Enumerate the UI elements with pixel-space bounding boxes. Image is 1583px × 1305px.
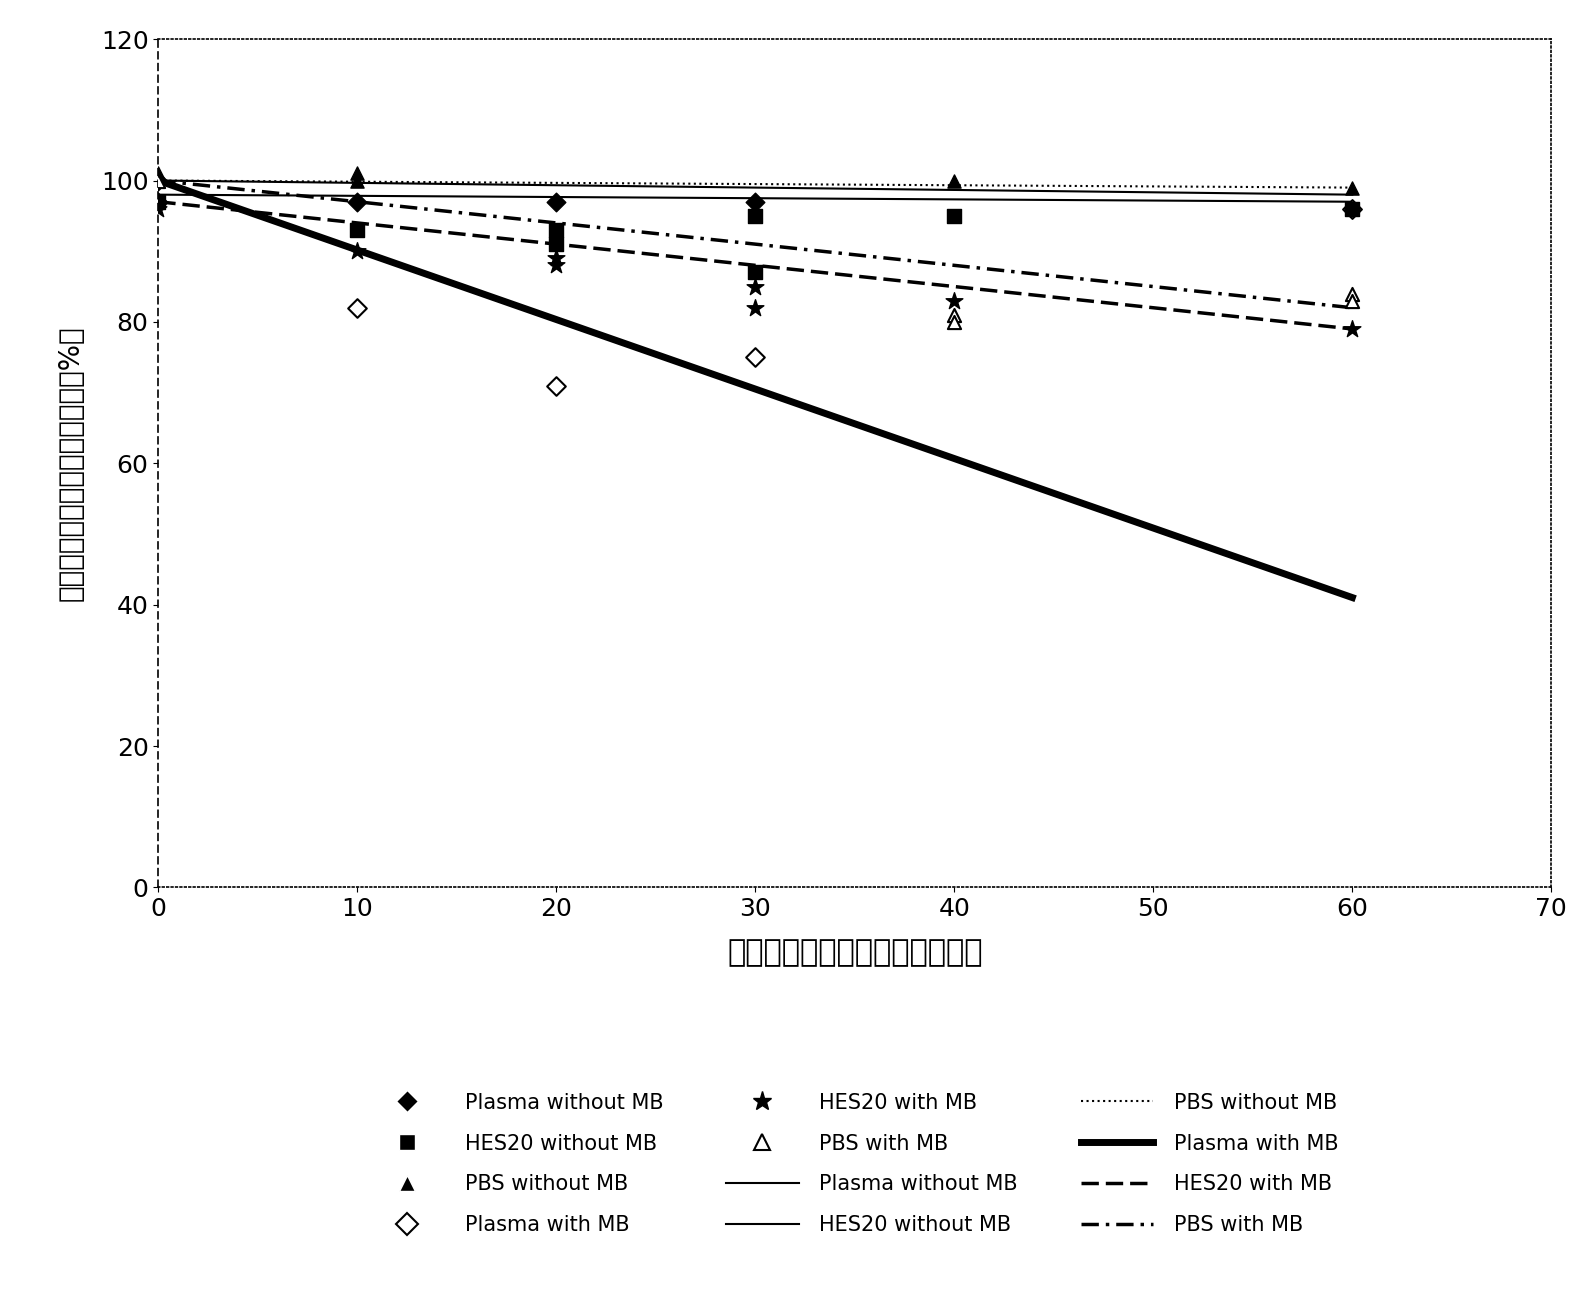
Point — [942, 205, 967, 226]
Point — [1339, 283, 1365, 304]
Point — [1339, 198, 1365, 219]
X-axis label: 亚甲蓝光化学灬活时间（分钟）: 亚甲蓝光化学灬活时间（分钟） — [727, 938, 983, 967]
Point — [942, 312, 967, 333]
Point — [543, 248, 568, 269]
Point — [345, 219, 370, 240]
Point — [742, 298, 768, 318]
Point — [543, 192, 568, 213]
Point — [543, 219, 568, 240]
Point — [543, 254, 568, 275]
Point — [345, 298, 370, 318]
Point — [942, 290, 967, 311]
Y-axis label: 灬活前后病毒载量对数百分比（%）: 灬活前后病毒载量对数百分比（%） — [55, 325, 84, 602]
Point — [1339, 290, 1365, 311]
Legend: Plasma without MB, HES20 without MB, PBS without MB, Plasma with MB, HES20 with : Plasma without MB, HES20 without MB, PBS… — [363, 1084, 1347, 1244]
Point — [543, 234, 568, 254]
Point — [742, 192, 768, 213]
Point — [1339, 177, 1365, 198]
Point — [742, 262, 768, 283]
Point — [146, 198, 171, 219]
Point — [146, 192, 171, 213]
Point — [146, 170, 171, 191]
Point — [146, 163, 171, 184]
Point — [742, 347, 768, 368]
Point — [742, 277, 768, 298]
Point — [1339, 198, 1365, 219]
Point — [146, 170, 171, 191]
Point — [1339, 198, 1365, 219]
Point — [146, 170, 171, 191]
Point — [1339, 318, 1365, 339]
Point — [543, 375, 568, 395]
Point — [942, 170, 967, 191]
Point — [146, 192, 171, 213]
Point — [345, 163, 370, 184]
Point — [742, 205, 768, 226]
Point — [345, 192, 370, 213]
Point — [345, 240, 370, 261]
Point — [345, 170, 370, 191]
Point — [942, 304, 967, 325]
